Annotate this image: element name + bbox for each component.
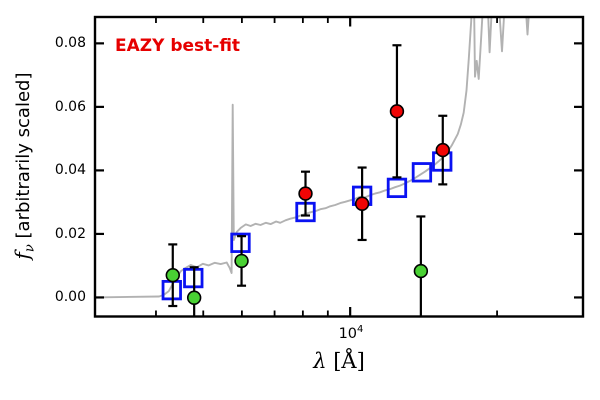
observed-point-red — [298, 186, 313, 201]
observed-point-green — [234, 253, 249, 269]
x-axis-label-units: [Å] — [326, 349, 365, 373]
axes-frame — [93, 15, 585, 318]
x-axis-label-lambda: λ — [313, 349, 327, 373]
y-tick-label: 0.08 — [54, 35, 86, 52]
observed-point-green — [186, 290, 202, 305]
y-tick-label: 0.02 — [54, 225, 86, 242]
observed-point-red — [435, 142, 450, 158]
y-axis-label-nu: ν — [22, 244, 38, 253]
y-axis-label-f: f — [10, 252, 34, 260]
x-tick-exponent: 4 — [357, 324, 364, 335]
observed-point-green — [413, 263, 429, 279]
y-axis-label-units: [arbitrarily scaled] — [13, 72, 34, 245]
y-tick-label: 0.04 — [54, 162, 86, 179]
bestfit-annotation: EAZY best-fit — [115, 36, 241, 56]
observed-point-red — [389, 104, 405, 119]
x-tick-base: 10 — [338, 325, 358, 342]
observed-point-red — [354, 196, 370, 211]
x-tick-label-10e4: 104 — [329, 321, 373, 343]
plot-data-layer — [95, 17, 530, 317]
template-photometry-square — [386, 177, 408, 199]
y-tick-label: 0.00 — [54, 289, 86, 306]
y-tick-label: 0.06 — [54, 98, 86, 115]
observed-point-green — [165, 268, 180, 283]
y-axis-label: fν [arbitrarily scaled] — [8, 26, 38, 306]
x-axis-label: λ [Å] — [239, 348, 439, 374]
template-photometry-square — [411, 162, 433, 183]
